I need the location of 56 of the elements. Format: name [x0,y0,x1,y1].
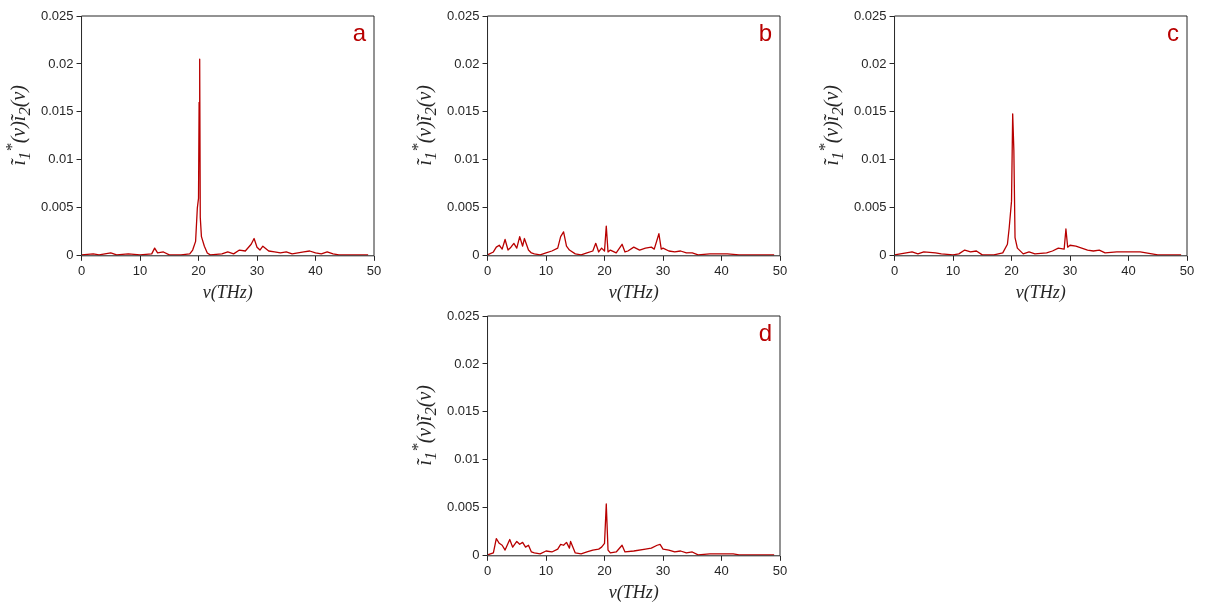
annotation: d [758,318,772,346]
x-tick-label: 0 [890,263,899,279]
x-axis-title: ν(THz) [608,581,659,603]
x-tick-label: 40 [1121,263,1136,279]
y-tick-label: 0.005 [446,499,480,515]
y-tick-label: 0.015 [446,403,480,419]
y-tick-label: 0.005 [853,199,887,215]
x-tick-label: 30 [655,263,671,279]
x-axis-title: ν(THz) [608,281,659,303]
y-tick-label: 0.01 [454,451,480,467]
x-tick-label: 0 [483,263,492,279]
x-tick-label: 40 [714,563,729,579]
x-tick-label: 30 [249,263,265,279]
x-tick-label: 30 [655,563,671,579]
x-tick-label: 50 [366,263,382,279]
y-tick-label: 0.01 [861,151,887,167]
y-tick-label: 0 [879,247,887,263]
y-tick-label: 0.025 [40,7,74,23]
x-tick-label: 0 [77,263,86,279]
x-tick-label: 20 [1004,263,1019,279]
x-tick-label: 50 [772,563,788,579]
x-tick-label: 50 [772,263,788,279]
x-tick-label: 10 [538,263,554,279]
y-tick-label: 0.02 [48,55,74,71]
y-tick-label: 0.01 [454,151,480,167]
x-tick-label: 20 [597,563,612,579]
x-tick-label: 40 [308,263,323,279]
x-tick-label: 40 [714,263,729,279]
y-tick-label: 0 [66,247,74,263]
y-tick-label: 0.02 [861,55,887,71]
y-tick-label: 0.015 [853,103,887,119]
y-tick-label: 0.025 [446,307,480,323]
y-tick-label: 0.025 [446,7,480,23]
y-tick-label: 0.01 [48,151,74,167]
x-tick-label: 30 [1062,263,1078,279]
y-tick-label: 0.005 [446,199,480,215]
x-tick-label: 50 [1179,263,1195,279]
x-tick-label: 20 [191,263,206,279]
x-axis-title: ν(THz) [202,281,253,303]
y-tick-label: 0 [472,547,480,563]
y-tick-label: 0 [472,247,480,263]
x-tick-label: 10 [945,263,961,279]
y-tick-label: 0.005 [40,199,74,215]
y-tick-label: 0.015 [446,103,480,119]
annotation: c [1167,18,1179,46]
annotation: a [352,18,367,46]
y-tick-label: 0.02 [454,355,480,371]
x-tick-label: 20 [597,263,612,279]
x-tick-label: 10 [132,263,148,279]
y-tick-label: 0.015 [40,103,74,119]
annotation: b [758,18,772,46]
x-axis-title: ν(THz) [1015,281,1066,303]
x-tick-label: 10 [538,563,554,579]
y-tick-label: 0.02 [454,55,480,71]
x-tick-label: 0 [483,563,492,579]
y-tick-label: 0.025 [853,7,887,23]
